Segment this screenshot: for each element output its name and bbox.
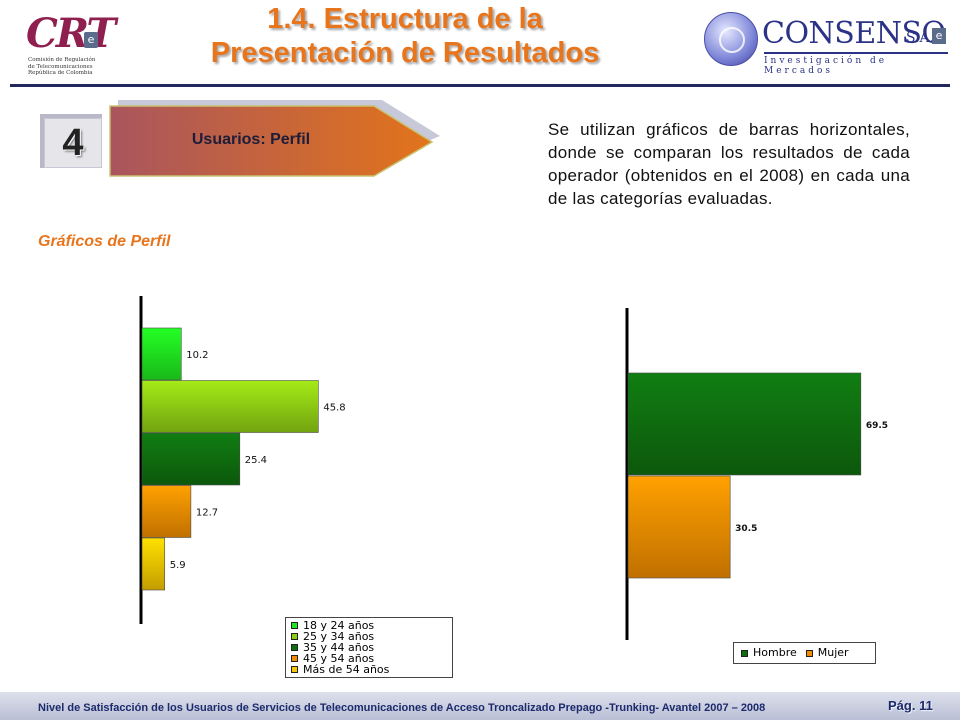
legend-label: 25 y 34 años [303, 630, 375, 643]
data-label: 25.4 [245, 455, 267, 466]
data-label: 5.9 [170, 560, 186, 571]
legend-swatch [805, 649, 813, 657]
legend-item: 18 y 24 años [286, 620, 452, 631]
crt-logo-badge: e [84, 32, 98, 48]
bar-m-s-de-54-a-os [141, 537, 166, 591]
legend-item: Mujer [801, 644, 849, 662]
legend-item: Más de 54 años [286, 664, 452, 675]
section-label: Usuarios: Perfil [191, 131, 311, 148]
section-subtitle: Gráficos de Perfil [38, 233, 171, 250]
page-title-line1: 1.4. Estructura de la [267, 3, 543, 35]
legend-item: 45 y 54 años [286, 653, 452, 664]
consenso-logo: CONSENSO S.A. e Investigación de Mercado… [700, 6, 950, 78]
legend-item: 25 y 34 años [286, 631, 452, 642]
footer-text: Nivel de Satisfacción de los Usuarios de… [38, 702, 766, 714]
consenso-logo-divider [764, 52, 948, 54]
legend-swatch [291, 644, 298, 651]
age-chart-legend: 18 y 24 años 25 y 34 años 35 y 44 años 45 y… [285, 617, 453, 678]
bar-45-y-54-a-os [141, 485, 192, 538]
bar-hombre [627, 372, 862, 476]
crt-logo-subtitle-line3: República de Colombia [28, 70, 93, 76]
legend-item: Hombre [736, 644, 797, 662]
crt-logo-subtitle-line2: de Telecomunicaciones [28, 63, 93, 70]
page-title-line2: Presentación de Resultados [210, 37, 600, 69]
legend-swatch [291, 633, 298, 640]
globe-icon [704, 12, 758, 66]
legend-swatch [291, 666, 298, 673]
crt-logo-subtitle-line1: Comisión de Regulación [28, 57, 96, 63]
bar-35-y-44-a-os [141, 432, 241, 486]
legend-label: 35 y 44 años [303, 641, 375, 654]
gender-bar-chart: 69.5 30.5 [625, 308, 888, 640]
description-text: Se utilizan gráficos de barras horizonta… [548, 120, 910, 208]
gender-chart-legend: Hombre Mujer [733, 642, 876, 664]
consenso-logo-badge: e [932, 28, 946, 44]
legend-label: Mujer [817, 646, 849, 659]
crt-logo-mark: CRT [26, 10, 116, 57]
data-label: 45.8 [323, 403, 345, 414]
header-divider [10, 84, 950, 87]
legend-label: 45 y 54 años [303, 652, 375, 665]
data-label: 12.7 [196, 508, 218, 519]
age-bar-chart: 10.2 45.8 25.4 12.7 5.9 [139, 296, 346, 624]
page-title: 1.4. Estructura de la Presentación de Re… [150, 2, 660, 70]
legend-item: 35 y 44 años [286, 642, 452, 653]
consenso-logo-tagline: Investigación de Mercados [764, 56, 888, 76]
legend-label: Más de 54 años [303, 663, 390, 676]
consenso-logo-name: CONSENSO [762, 16, 946, 51]
data-label: 69.5 [866, 421, 888, 431]
footer-bar [0, 692, 960, 720]
section-arrow [109, 100, 440, 177]
consenso-logo-suffix: S.A. [906, 30, 935, 46]
crt-logo-subtitle: Comisión de Regulación de Telecomunicaci… [28, 57, 118, 77]
section-number: 4 [44, 118, 102, 168]
data-label: 30.5 [735, 524, 757, 534]
legend-label: Hombre [753, 646, 797, 659]
bar-mujer [627, 475, 731, 579]
data-label: 10.2 [186, 350, 208, 361]
legend-swatch [291, 622, 298, 629]
legend-swatch [291, 655, 298, 662]
page-number: Pág. 11 [888, 698, 933, 713]
legend-label: 18 y 24 años [303, 619, 375, 632]
bar-18-y-24-a-os [141, 327, 182, 381]
legend-swatch [741, 649, 748, 657]
bar-25-y-34-a-os [141, 380, 319, 433]
crt-logo: CRT e Comisión de Regulación de Telecomu… [26, 10, 116, 82]
